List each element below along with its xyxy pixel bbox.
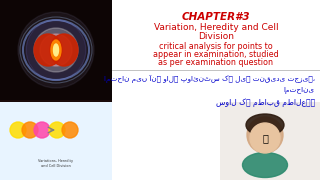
Bar [0, 0, 112, 180]
Text: Variation, Heredity and Cell: Variation, Heredity and Cell [154, 23, 278, 32]
Circle shape [10, 122, 26, 138]
Text: appear in examination, studied: appear in examination, studied [153, 50, 279, 59]
Circle shape [26, 20, 86, 80]
Text: امتحان میں آنے والے پوائنٹس کے لیے تنقیدی تجزیہ،: امتحان میں آنے والے پوائنٹس کے لیے تنقید… [104, 75, 315, 83]
Text: سوال کے مطابق مطالعہ۔: سوال کے مطابق مطالعہ۔ [216, 98, 315, 107]
Text: CHAPTER#3: CHAPTER#3 [182, 12, 250, 22]
Ellipse shape [34, 34, 62, 66]
Circle shape [247, 117, 283, 153]
Circle shape [18, 12, 94, 88]
Ellipse shape [246, 114, 284, 136]
Ellipse shape [50, 34, 78, 66]
Text: critical analysis for points to: critical analysis for points to [159, 42, 273, 51]
Text: Division: Division [198, 32, 234, 41]
Bar [0, 0, 112, 100]
Text: Variations, Heredity
and Cell Division: Variations, Heredity and Cell Division [38, 159, 74, 168]
Text: امتحانی: امتحانی [284, 87, 315, 94]
Bar [220, 102, 320, 180]
Circle shape [34, 28, 78, 72]
Circle shape [40, 34, 72, 66]
Circle shape [62, 122, 78, 138]
Circle shape [34, 122, 50, 138]
Ellipse shape [243, 152, 287, 177]
Ellipse shape [53, 44, 59, 56]
Circle shape [22, 122, 38, 138]
Text: 👓: 👓 [262, 133, 268, 143]
Bar [0, 102, 112, 180]
Circle shape [49, 122, 65, 138]
Ellipse shape [51, 40, 61, 60]
Circle shape [250, 123, 280, 153]
Text: as per examination question: as per examination question [158, 58, 274, 67]
